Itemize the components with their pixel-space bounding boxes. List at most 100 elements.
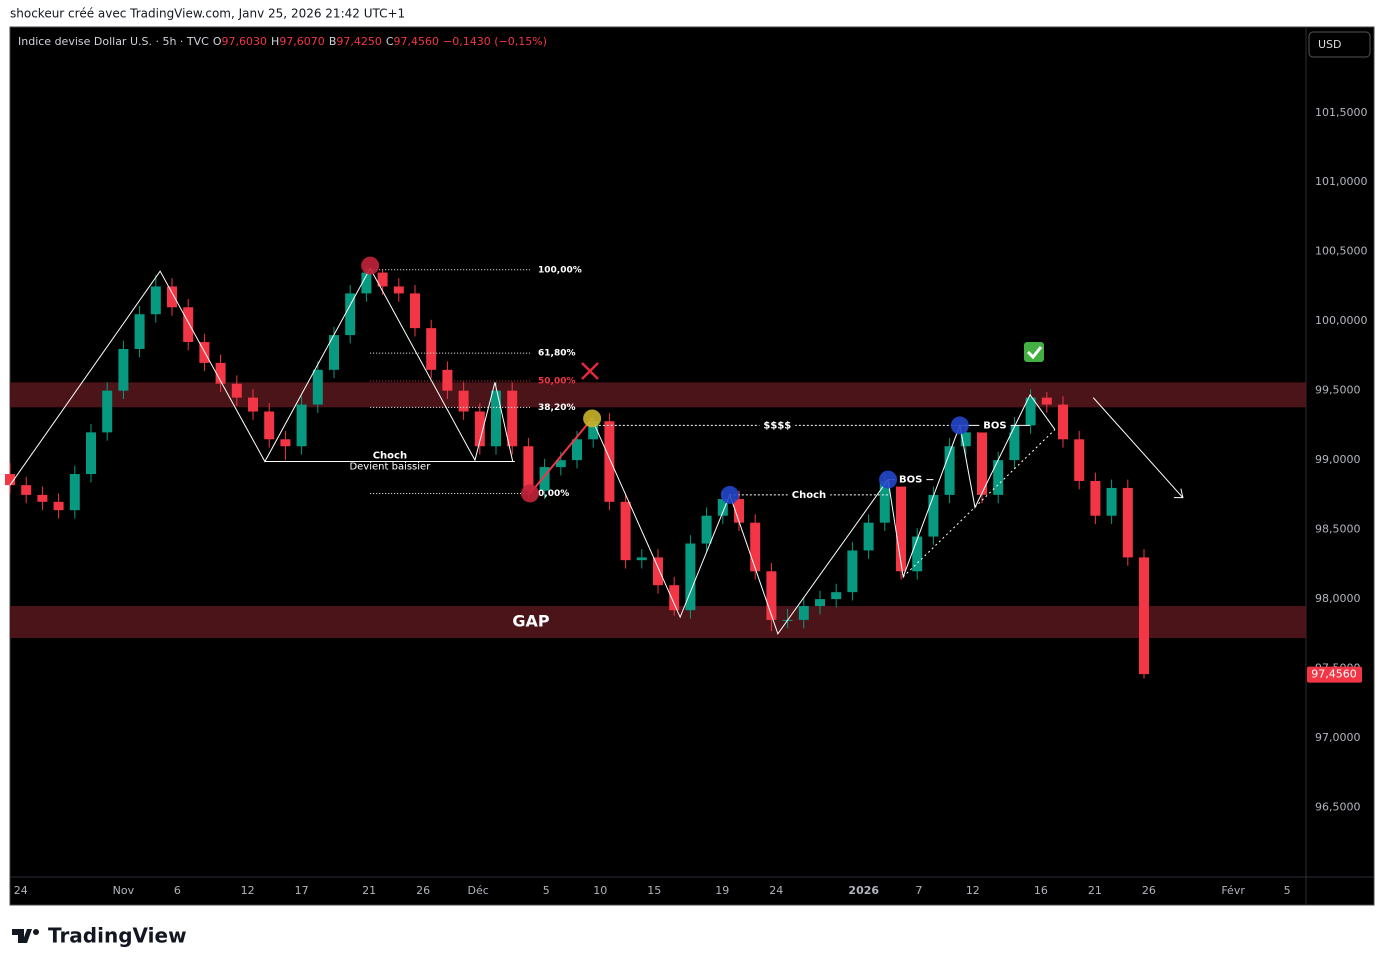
candle-body bbox=[588, 421, 599, 440]
ohlc-value: 97,6030 bbox=[222, 35, 268, 48]
x-tick-label: 24 bbox=[14, 884, 28, 897]
candle-body bbox=[345, 293, 356, 336]
candle-body bbox=[167, 286, 177, 308]
candle-body bbox=[912, 536, 923, 572]
y-tick-label: 99,0000 bbox=[1315, 453, 1361, 466]
candle-body bbox=[815, 599, 825, 607]
check-icon bbox=[1024, 342, 1044, 362]
candle-body bbox=[896, 480, 906, 572]
y-tick-label: 97,0000 bbox=[1315, 731, 1361, 744]
candle-body bbox=[798, 606, 809, 620]
change: −0,1430 (−0,15%) bbox=[443, 35, 547, 48]
candle-body bbox=[766, 571, 777, 620]
x-tick-label: 12 bbox=[241, 884, 255, 897]
x-tick-label: 26 bbox=[416, 884, 430, 897]
candle-body bbox=[539, 467, 550, 491]
candle-body bbox=[685, 543, 696, 611]
candle-body bbox=[1009, 425, 1020, 461]
fib-label: 61,80% bbox=[538, 349, 576, 359]
last-price-box bbox=[1307, 666, 1362, 683]
x-tick-label: 15 bbox=[647, 884, 661, 897]
candle-body bbox=[1090, 480, 1101, 516]
candle-body bbox=[1139, 557, 1149, 675]
swing-marker bbox=[720, 485, 739, 504]
swing-marker bbox=[361, 256, 380, 275]
candle-body bbox=[555, 460, 566, 468]
x-tick-label: 12 bbox=[966, 884, 980, 897]
level-label: $$$$ bbox=[763, 420, 791, 431]
candle-body bbox=[1074, 439, 1085, 481]
label-bg bbox=[979, 418, 1011, 433]
level-sublabel: Devient baissier bbox=[349, 462, 431, 473]
watermark: shockeur créé avec TradingView.com, Janv… bbox=[10, 7, 405, 21]
candle-body bbox=[393, 286, 404, 294]
level-label: BOS bbox=[983, 420, 1006, 431]
candle-body bbox=[248, 397, 258, 412]
label-bg bbox=[787, 487, 831, 502]
y-tick-label: 98,0000 bbox=[1315, 592, 1361, 605]
candle-body bbox=[426, 328, 437, 370]
candle-body bbox=[150, 286, 161, 315]
y-tick-label: 99,5000 bbox=[1315, 384, 1361, 397]
candle-body bbox=[474, 411, 485, 447]
candle-body bbox=[118, 348, 129, 391]
candle-body bbox=[620, 501, 631, 561]
candle-body bbox=[604, 421, 615, 502]
candle-body bbox=[863, 522, 874, 551]
candle-body bbox=[734, 499, 744, 523]
y-tick-label: 98,5000 bbox=[1315, 523, 1361, 536]
label-bg bbox=[759, 418, 796, 433]
zone bbox=[10, 606, 1306, 639]
symbol: Indice devise Dollar U.S. · 5h · TVC bbox=[18, 35, 209, 48]
ohlc-label: B bbox=[329, 35, 337, 48]
candle-body bbox=[1041, 397, 1052, 405]
candle-body bbox=[442, 369, 453, 391]
zone-label: GAP bbox=[512, 612, 550, 631]
candle-body bbox=[1122, 487, 1133, 558]
label-bg bbox=[895, 472, 927, 487]
candle-body bbox=[879, 480, 890, 523]
candle-body bbox=[944, 446, 955, 495]
candle-body bbox=[1106, 487, 1117, 516]
swing-marker bbox=[521, 484, 540, 503]
y-tick-label: 101,5000 bbox=[1315, 106, 1368, 119]
x-tick-label: 21 bbox=[1088, 884, 1102, 897]
fib-label: 50,00% bbox=[538, 376, 576, 386]
candle-body bbox=[831, 592, 842, 600]
candle-body bbox=[928, 494, 939, 537]
candle-body bbox=[993, 460, 1004, 495]
candle-body bbox=[523, 446, 534, 491]
currency-button[interactable] bbox=[1308, 31, 1371, 58]
candle-body bbox=[86, 432, 96, 475]
y-tick-label: 101,0000 bbox=[1315, 175, 1368, 188]
x-tick-label: Févr bbox=[1221, 884, 1245, 897]
candle-body bbox=[361, 272, 372, 294]
candle-body bbox=[572, 439, 582, 461]
arrow-head bbox=[1173, 488, 1184, 499]
plot: GAP100,00%61,80%50,00%38,20%0,00%ChochDe… bbox=[5, 256, 1306, 679]
y-tick-label: 100,0000 bbox=[1315, 314, 1368, 327]
ohlc-value: 97,4560 bbox=[394, 35, 440, 48]
candle-body bbox=[507, 390, 518, 447]
brand-logo bbox=[12, 929, 39, 943]
candle-body bbox=[102, 390, 113, 433]
cross-icon bbox=[581, 362, 599, 380]
candle-body bbox=[134, 314, 145, 349]
swing-marker bbox=[879, 470, 898, 489]
ohlc-value: 97,6070 bbox=[279, 35, 325, 48]
ohlc-label: O bbox=[213, 35, 222, 48]
y-tick-label: 100,5000 bbox=[1315, 245, 1368, 258]
candle-body bbox=[5, 474, 15, 486]
candle-body bbox=[215, 362, 226, 384]
candle-body bbox=[264, 411, 275, 440]
candle-body bbox=[977, 432, 987, 495]
arrow-line bbox=[1092, 397, 1184, 498]
x-tick-label: 6 bbox=[174, 884, 181, 897]
chart-frame bbox=[9, 26, 1375, 906]
candle-body bbox=[329, 335, 339, 370]
candle-body bbox=[37, 494, 48, 502]
swing-marker bbox=[950, 416, 969, 435]
candle-body bbox=[312, 369, 323, 405]
candle-body bbox=[69, 474, 80, 511]
